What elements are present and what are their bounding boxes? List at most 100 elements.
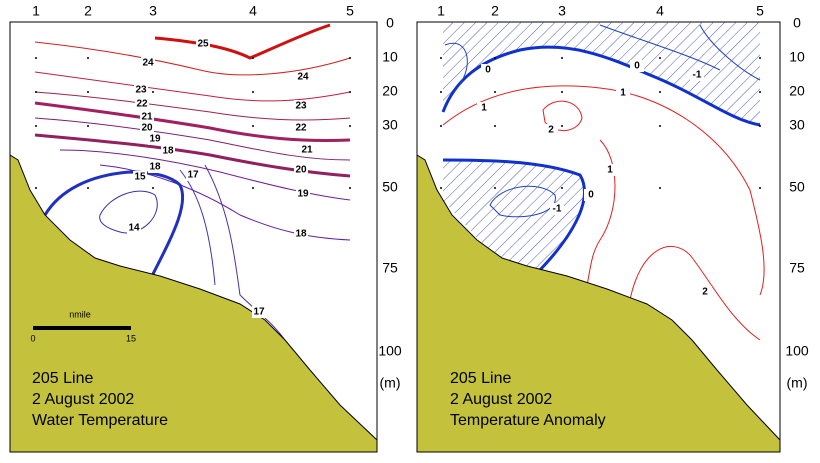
label-bg (294, 164, 308, 176)
label-bg (141, 57, 155, 69)
caption-line: 205 Line (32, 370, 93, 387)
caption-line: 2 August 2002 (32, 391, 134, 408)
label-bg (161, 145, 175, 157)
hatch (443, 160, 585, 275)
contour-label: 2 (702, 287, 708, 298)
label-bg (196, 38, 210, 50)
label-bg (140, 111, 154, 123)
label-bg (135, 98, 149, 110)
sample-point (440, 187, 442, 189)
contour-label: 15 (134, 172, 146, 183)
contour-label: -1 (693, 70, 702, 81)
sample-point (440, 125, 442, 127)
label-bg (698, 286, 712, 298)
label-bg (616, 87, 630, 99)
sample-point (440, 91, 442, 93)
sample-point (349, 187, 351, 189)
label-bg (148, 133, 162, 145)
sample-point (759, 187, 761, 189)
label-bg (294, 100, 308, 112)
sample-point (759, 125, 761, 127)
station-label: 1 (437, 3, 445, 19)
scale-start: 0 (30, 333, 35, 343)
scale-label: nmile (69, 309, 91, 319)
sample-point (561, 187, 563, 189)
depth-label: 20 (382, 83, 398, 99)
sample-point (252, 91, 254, 93)
sample-point (87, 57, 89, 59)
station-label: 5 (346, 3, 354, 19)
sample-point (349, 125, 351, 127)
label-bg (294, 228, 308, 240)
depth-label: 50 (382, 179, 398, 195)
contour-label: 19 (149, 134, 161, 145)
sample-point (440, 57, 442, 59)
sample-point (349, 57, 351, 59)
sample-point (561, 57, 563, 59)
depth-label: 100 (378, 343, 402, 359)
sample-point (252, 57, 254, 59)
contour-label: 1 (620, 88, 626, 99)
sample-point (252, 125, 254, 127)
sample-point (152, 91, 154, 93)
contour-label: 22 (295, 123, 307, 134)
caption-line: Temperature Anomaly (450, 412, 606, 429)
sample-point (494, 57, 496, 59)
sample-point (35, 187, 37, 189)
contour-label: 0 (485, 65, 491, 76)
caption-line: Water Temperature (32, 412, 168, 429)
sample-point (494, 91, 496, 93)
label-bg (690, 69, 704, 81)
depth-label: 75 (789, 260, 805, 276)
caption-line: 205 Line (450, 370, 511, 387)
contour-label: 17 (253, 307, 265, 318)
contour-label: 14 (128, 223, 140, 234)
label-bg (477, 102, 491, 114)
label-bg (544, 124, 558, 136)
contour-label: 20 (295, 165, 307, 176)
scale-end: 15 (126, 333, 136, 343)
station-label: 4 (656, 3, 664, 19)
contour-label: 23 (295, 101, 307, 112)
contour-label: 20 (141, 123, 153, 134)
depth-label: 20 (789, 83, 805, 99)
contours (441, 24, 765, 341)
label-bg (186, 169, 200, 181)
sample-point (87, 187, 89, 189)
depth-unit: (m) (380, 375, 401, 391)
contour-label: 18 (149, 162, 161, 173)
depth-unit: (m) (787, 375, 808, 391)
station-label: 3 (149, 3, 157, 19)
label-bg (133, 171, 147, 183)
depth-label: 50 (789, 179, 805, 195)
depth-label: 75 (382, 260, 398, 276)
label-bg (550, 203, 564, 215)
label-bg (630, 60, 644, 72)
station-label: 4 (249, 3, 257, 19)
label-bg (603, 164, 617, 176)
contour-label: 21 (301, 145, 313, 156)
sample-point (659, 125, 661, 127)
depth-label: 0 (793, 15, 801, 31)
contour-label: 18 (162, 146, 174, 157)
sample-point (87, 91, 89, 93)
depth-label: 30 (789, 117, 805, 133)
label-bg (252, 306, 266, 318)
label-bg (127, 222, 141, 234)
label-bg (300, 144, 314, 156)
contour-label: 24 (297, 72, 309, 83)
station-label: 2 (491, 3, 499, 19)
sample-point (152, 187, 154, 189)
sample-point (252, 187, 254, 189)
sample-point (87, 125, 89, 127)
station-label: 3 (558, 3, 566, 19)
seabed (416, 154, 781, 453)
sample-point (759, 57, 761, 59)
contour-label: 23 (135, 85, 147, 96)
depth-label: 30 (382, 117, 398, 133)
sample-point (561, 91, 563, 93)
depth-label: 10 (382, 49, 398, 65)
hatch (443, 22, 760, 125)
label-bg (296, 188, 310, 200)
